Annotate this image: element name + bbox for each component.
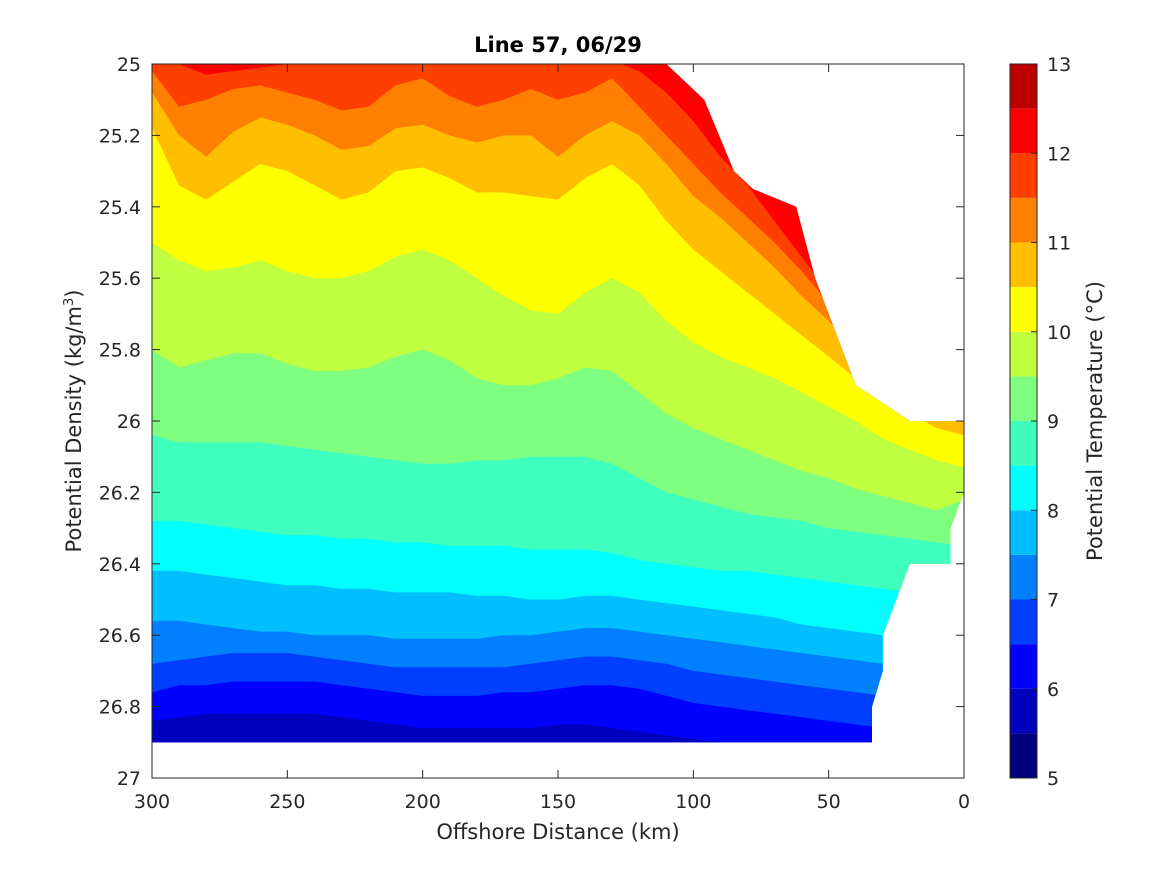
- colorbar-tick-label: 8: [1047, 500, 1059, 522]
- x-tick-label: 0: [958, 791, 970, 813]
- colorbar-swatch: [1010, 599, 1037, 645]
- y-tick-label: 26.6: [99, 625, 141, 647]
- colorbar-tick-label: 6: [1047, 679, 1059, 701]
- colorbar-swatch: [1010, 421, 1037, 466]
- y-tick-label: 26.8: [99, 697, 141, 719]
- y-tick-label: 26.4: [99, 554, 141, 576]
- x-axis-title: Offshore Distance (km): [436, 820, 679, 844]
- colorbar-swatch: [1010, 287, 1037, 332]
- colorbar-tick-label: 5: [1047, 768, 1059, 790]
- x-tick-label: 50: [817, 791, 841, 813]
- contour-band-below-6: [152, 713, 964, 743]
- x-axis: 300 250 200 150 100 50 0: [134, 64, 970, 813]
- colorbar-tick-label: 9: [1047, 411, 1059, 433]
- colorbar-swatch: [1010, 554, 1037, 600]
- y-tick-label: 26.2: [99, 482, 141, 504]
- y-axis: 25 25.2 25.4 25.6 25.8 26 26.2 26.4 26.6 26.8 27: [99, 54, 964, 790]
- colorbar-swatch: [1010, 465, 1037, 511]
- colorbar-swatch: [1010, 376, 1037, 421]
- colorbar-swatch: [1010, 197, 1037, 243]
- colorbar-swatch: [1010, 510, 1037, 555]
- colorbar-swatch: [1010, 108, 1037, 154]
- x-tick-label: 200: [405, 791, 441, 813]
- y-tick-label: 27: [117, 768, 141, 790]
- x-tick-label: 100: [675, 791, 711, 813]
- y-axis-title-close: ): [62, 290, 86, 298]
- colorbar-swatch: [1010, 242, 1037, 288]
- y-tick-label: 25.4: [99, 197, 141, 219]
- colorbar-swatch: [1010, 733, 1037, 778]
- y-axis-title-superscript: 3: [62, 298, 77, 306]
- y-tick-label: 25.2: [99, 125, 141, 147]
- colorbar-swatch: [1010, 331, 1037, 377]
- colorbar-tick-label: 7: [1047, 590, 1059, 612]
- y-axis-title: Potential Density (kg/m3): [62, 290, 86, 553]
- colorbar-swatch: [1010, 644, 1037, 689]
- colorbar-tick-label: 10: [1047, 322, 1071, 344]
- colorbar-swatch: [1010, 688, 1037, 734]
- colorbar-swatch: [1010, 64, 1037, 109]
- x-tick-label: 300: [134, 791, 170, 813]
- y-tick-label: 25.6: [99, 268, 141, 290]
- chart-title: Line 57, 06/29: [474, 33, 642, 57]
- y-tick-label: 26: [117, 411, 141, 433]
- colorbar-swatch: [1010, 153, 1037, 198]
- y-tick-label: 25.8: [99, 340, 141, 362]
- colorbar-tick-label: 12: [1047, 143, 1071, 165]
- y-tick-label: 25: [117, 54, 141, 76]
- colorbar-tick-label: 13: [1047, 54, 1071, 76]
- x-tick-label: 250: [269, 791, 305, 813]
- colorbar-title: Potential Temperature (°C): [1083, 281, 1107, 561]
- y-axis-title-main: Potential Density (kg/m: [62, 306, 86, 552]
- colorbar-tick-label: 11: [1047, 233, 1071, 255]
- colorbar: 5 6 7 8 9 10 11 12 13: [1009, 54, 1071, 790]
- x-tick-label: 150: [540, 791, 576, 813]
